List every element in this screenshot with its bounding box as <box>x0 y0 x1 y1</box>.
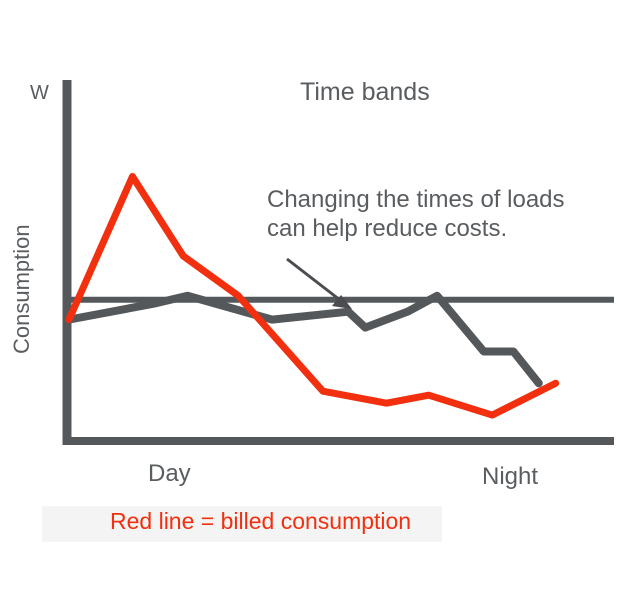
y-unit-label: W <box>30 82 49 104</box>
annotation-line-2: can help reduce costs. <box>267 215 507 242</box>
annotation-arrow-icon <box>286 257 352 309</box>
chart-title: Time bands <box>300 78 430 106</box>
x-label-day: Day <box>148 460 191 487</box>
legend-caption: Red line = billed consumption <box>110 508 412 534</box>
annotation-line-1: Changing the times of loads <box>267 186 565 213</box>
y-axis-label: Consumption <box>9 224 34 354</box>
x-label-night: Night <box>482 463 538 490</box>
caption-background <box>42 506 442 542</box>
